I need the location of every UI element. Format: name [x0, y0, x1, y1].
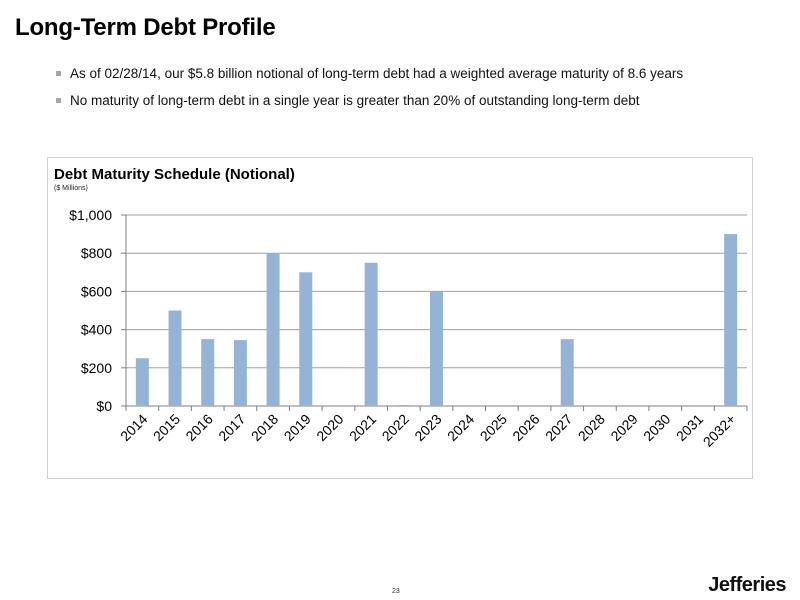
- y-tick-label: $800: [81, 245, 112, 261]
- bullet-item: No maturity of long-term debt in a singl…: [56, 91, 756, 110]
- bar: [430, 291, 443, 406]
- x-tick-label: 2021: [346, 411, 379, 444]
- x-tick-label: 2019: [281, 411, 314, 444]
- x-tick-label: 2022: [379, 411, 412, 444]
- x-tick-label: 2027: [542, 411, 575, 444]
- y-tick-label: $600: [81, 283, 112, 299]
- page-number: 23: [392, 588, 400, 595]
- bar: [266, 253, 280, 406]
- y-tick-label: $1,000: [69, 207, 112, 223]
- bar: [135, 358, 149, 406]
- bullet-item: As of 02/28/14, our $5.8 billion notiona…: [56, 64, 756, 83]
- bar: [560, 339, 574, 406]
- bar: [364, 262, 378, 406]
- chart-subtitle: ($ Millions): [54, 185, 88, 192]
- x-tick-label: 2030: [640, 411, 673, 444]
- x-tick-label: 2017: [215, 411, 248, 444]
- x-tick-label: 2023: [411, 411, 444, 444]
- y-tick-label: $0: [96, 398, 112, 414]
- x-tick-label: 2014: [117, 411, 150, 444]
- bullet-list: As of 02/28/14, our $5.8 billion notiona…: [56, 64, 756, 118]
- bar: [201, 339, 215, 406]
- bar-chart: $0 $200 $400 $600 $800 $1,000 2014 2015 2016 2017…: [69, 207, 748, 450]
- x-tick-label: 2028: [575, 411, 608, 444]
- y-tick-label: $200: [81, 360, 112, 376]
- chart-title: Debt Maturity Schedule (Notional): [54, 166, 295, 183]
- x-tick-label: 2025: [477, 411, 510, 444]
- x-tick-label: 2026: [509, 411, 542, 444]
- bar: [397, 405, 411, 406]
- x-tick-label: 2018: [248, 411, 281, 444]
- bar: [299, 272, 313, 406]
- chart-frame: [47, 157, 753, 479]
- bar: [168, 310, 182, 406]
- x-tick-label: 2020: [313, 411, 346, 444]
- y-tick-label: $400: [81, 322, 112, 338]
- page-title: Long-Term Debt Profile: [15, 14, 276, 41]
- x-tick-label: 2015: [150, 411, 183, 444]
- x-tick-label: 2032+: [700, 411, 739, 450]
- brand-logo: Jefferies: [708, 574, 786, 596]
- bar: [724, 234, 738, 406]
- bar: [233, 340, 247, 406]
- x-tick-label: 2024: [444, 411, 477, 444]
- x-tick-label: 2016: [182, 411, 215, 444]
- x-tick-label: 2029: [607, 411, 640, 444]
